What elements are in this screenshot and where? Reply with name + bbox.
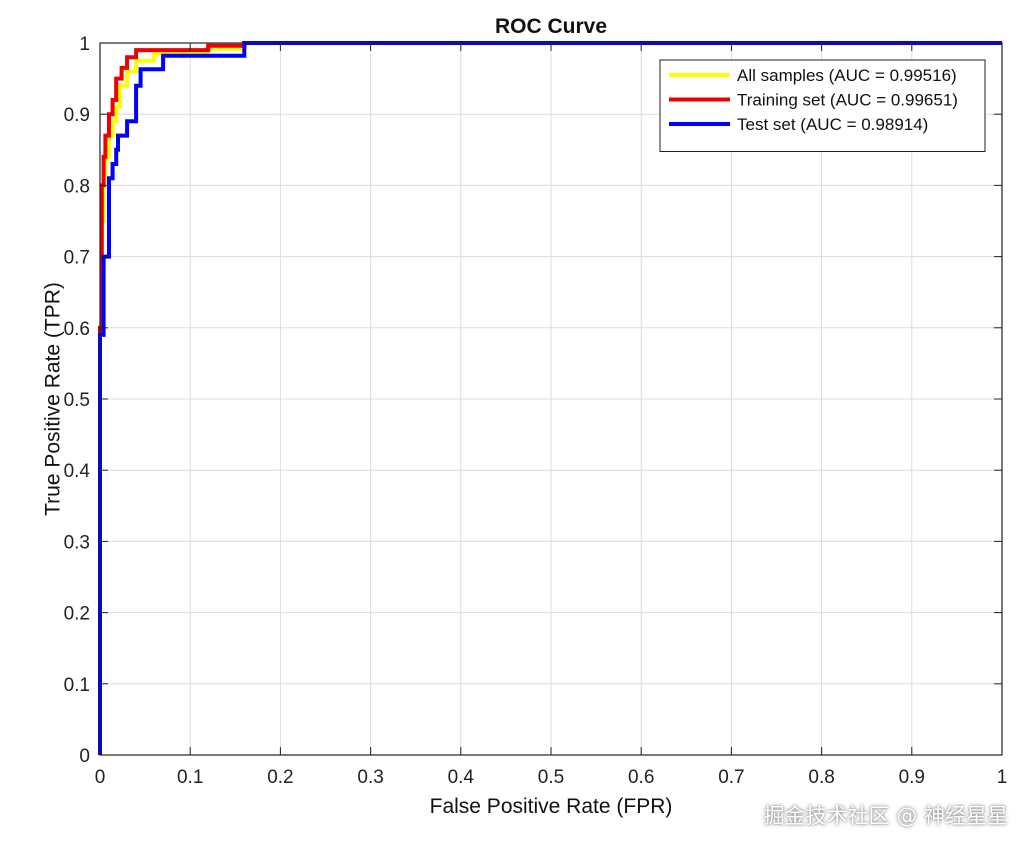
y-tick-label: 1	[79, 34, 90, 55]
y-axis-title: True Positive Rate (TPR)	[41, 282, 64, 516]
x-tick-label: 0.9	[899, 767, 925, 788]
legend-label: Test set (AUC = 0.98914)	[737, 115, 928, 134]
x-tick-label: 0.8	[808, 767, 834, 788]
y-tick-label: 0.2	[64, 604, 90, 625]
x-tick-label: 0.1	[177, 767, 203, 788]
y-tick-label: 0.1	[64, 675, 90, 696]
x-tick-label: 0	[95, 767, 106, 788]
legend-label: Training set (AUC = 0.99651)	[737, 91, 958, 110]
y-tick-label: 0.3	[64, 532, 90, 553]
y-tick-label: 0.8	[64, 176, 90, 197]
x-tick-label: 0.7	[718, 767, 744, 788]
y-tick-label: 0.6	[64, 319, 90, 340]
x-tick-label: 0.5	[538, 767, 564, 788]
legend-label: All samples (AUC = 0.99516)	[737, 66, 957, 85]
x-tick-label: 0.4	[448, 767, 475, 788]
legend: All samples (AUC = 0.99516) Training set …	[659, 59, 986, 152]
x-tick-label: 0.2	[267, 767, 293, 788]
x-tick-label: 0.3	[357, 767, 383, 788]
axis-ticks: 0 0.1 0.2 0.3 0.4 0.5 0.6 0.7 0.8 0.9 1 0 0.1 0.2 0.3 0…	[64, 34, 1008, 788]
y-tick-label: 0.9	[64, 105, 90, 126]
x-axis-title: False Positive Rate (FPR)	[430, 795, 673, 818]
y-tick-label: 0	[79, 746, 90, 767]
y-tick-label: 0.5	[64, 390, 90, 411]
x-tick-label: 0.6	[628, 767, 654, 788]
x-tick-label: 1	[997, 767, 1008, 788]
watermark-text: 掘金技术社区 @ 神经星星	[763, 804, 1008, 828]
y-tick-label: 0.7	[64, 248, 90, 269]
y-tick-label: 0.4	[64, 461, 91, 482]
chart-title: ROC Curve	[495, 15, 607, 38]
